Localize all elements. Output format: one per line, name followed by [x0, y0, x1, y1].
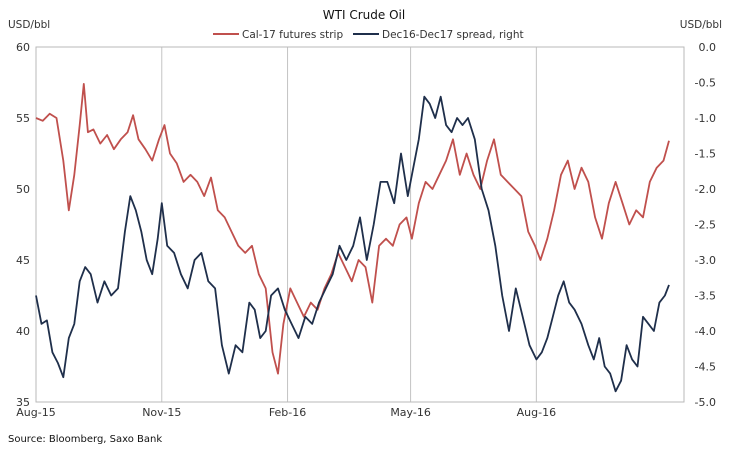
- left-tick-label: 50: [16, 183, 30, 196]
- series-layer: [35, 83, 670, 393]
- legend-label-spread: Dec16-Dec17 spread, right: [382, 29, 524, 41]
- left-tick-label: 35: [16, 396, 30, 409]
- x-tick-label: Nov-15: [142, 406, 181, 419]
- series-line-spread: [35, 95, 670, 393]
- right-tick-label: 0.0: [699, 41, 717, 54]
- left-tick-label: 40: [16, 325, 30, 338]
- right-axis: -5.0 -4.5 -4.0 -3.5 -3.0 -2.5 -2.0 -1.5 -1.0 -0.5…: [695, 41, 716, 409]
- series-line-cal17: [35, 83, 670, 375]
- x-axis: Aug-15 Nov-15 Feb-16 May-16 Aug-16: [16, 406, 556, 419]
- source-note: Source: Bloomberg, Saxo Bank: [8, 434, 162, 445]
- x-tick-label: Aug-15: [16, 406, 55, 419]
- x-tick-label: May-16: [390, 406, 431, 419]
- left-axis-unit: USD/bbl: [8, 19, 50, 31]
- right-tick-label: -3.5: [695, 290, 716, 303]
- x-tick-label: Aug-16: [517, 406, 556, 419]
- x-tick-label: Feb-16: [269, 406, 306, 419]
- legend-label-cal17: Cal-17 futures strip: [242, 29, 343, 41]
- right-tick-label: -2.0: [695, 183, 716, 196]
- right-tick-label: -3.0: [695, 254, 716, 267]
- right-tick-label: -1.0: [695, 112, 716, 125]
- chart-title: WTI Crude Oil: [323, 8, 405, 22]
- right-tick-label: -1.5: [695, 148, 716, 161]
- gridlines: [161, 47, 537, 402]
- legend: Cal-17 futures strip Dec16-Dec17 spread,…: [213, 29, 524, 41]
- plot-area-frame: [35, 46, 685, 403]
- right-tick-label: -2.5: [695, 219, 716, 232]
- left-tick-label: 55: [16, 112, 30, 125]
- right-tick-label: -0.5: [695, 77, 716, 90]
- right-tick-label: -4.5: [695, 361, 716, 374]
- right-tick-label: -4.0: [695, 325, 716, 338]
- right-tick-label: -5.0: [695, 396, 716, 409]
- left-tick-label: 60: [16, 41, 30, 54]
- left-tick-label: 45: [16, 254, 30, 267]
- right-axis-unit: USD/bbl: [680, 19, 722, 31]
- left-axis: 35 40 45 50 55 60: [16, 41, 30, 409]
